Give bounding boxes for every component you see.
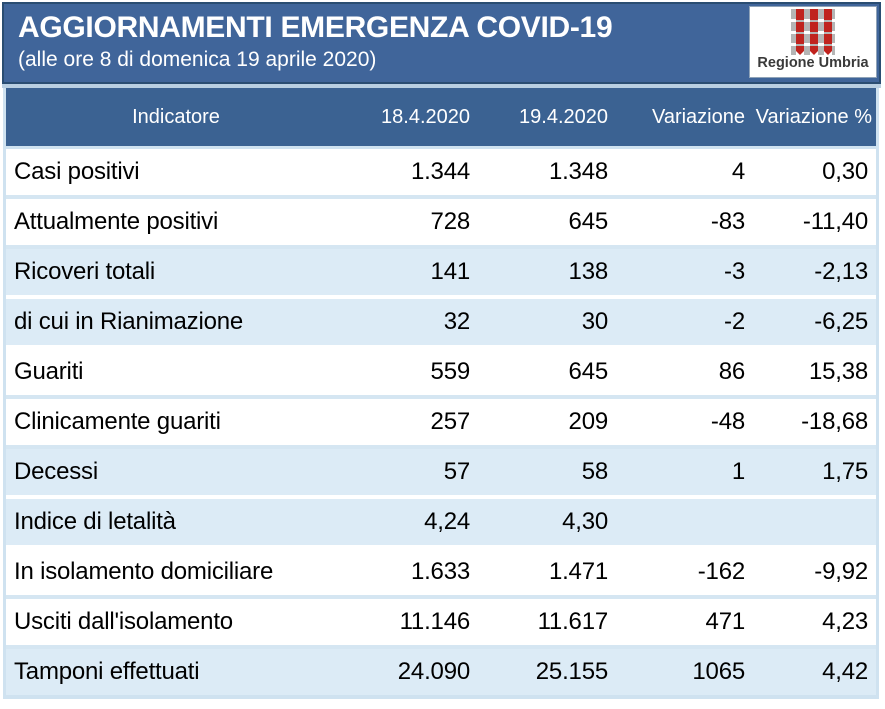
value-19-4-2020: 4,30	[562, 508, 608, 535]
value-variazione: -83	[710, 208, 745, 235]
value-variazione-pct: 4,23	[822, 608, 868, 635]
indicator-label: Clinicamente guariti	[14, 408, 221, 435]
header-divider	[2, 84, 881, 88]
indicator-label: Guariti	[14, 358, 84, 385]
value-variazione-pct: -11,40	[802, 208, 868, 235]
value-19-4-2020: 30	[581, 308, 608, 335]
value-variazione-pct: -6,25	[814, 308, 868, 335]
value-18-4-2020: 57	[443, 458, 470, 485]
column-header-variazione: Variazione	[651, 105, 745, 128]
value-variazione-pct: -18,68	[801, 408, 868, 435]
value-18-4-2020: 11.146	[399, 608, 471, 635]
value-19-4-2020: 645	[568, 208, 609, 235]
value-variazione-pct: 0,30	[822, 158, 868, 185]
table-row: Ricoveri totali 141 138 -3 -2,13	[6, 249, 876, 299]
value-variazione: -162	[697, 558, 745, 585]
value-18-4-2020: 141	[430, 258, 471, 285]
value-19-4-2020: 25.155	[535, 658, 608, 685]
value-variazione-pct: 1,75	[822, 458, 868, 485]
value-18-4-2020: 32	[443, 308, 470, 335]
indicator-label: Usciti dall'isolamento	[14, 608, 233, 635]
page-title: AGGIORNAMENTI EMERGENZA COVID-19	[18, 11, 613, 44]
indicator-label: di cui in Rianimazione	[14, 308, 244, 335]
value-19-4-2020: 645	[568, 358, 609, 385]
value-18-4-2020: 1.344	[410, 158, 470, 185]
table-row: Guariti 559 645 86 15,38	[6, 349, 876, 399]
column-header-indicatore: Indicatore	[132, 105, 220, 128]
table-row: Clinicamente guariti 257 209 -48 -18,68	[6, 399, 876, 449]
value-19-4-2020: 1.471	[548, 558, 608, 585]
value-variazione-pct: 15,38	[808, 358, 868, 385]
value-variazione-pct: -9,92	[814, 558, 868, 585]
value-18-4-2020: 4,24	[424, 508, 470, 535]
indicator-label: Tamponi effettuati	[14, 658, 200, 685]
value-18-4-2020: 24.090	[397, 658, 470, 685]
indicator-label: In isolamento domiciliare	[14, 558, 274, 585]
title-bar: AGGIORNAMENTI EMERGENZA COVID-19 (alle o…	[2, 2, 881, 84]
value-variazione: 4	[731, 158, 745, 185]
table-row: Indice di letalità 4,24 4,30	[6, 499, 876, 549]
table-row: Usciti dall'isolamento 11.146 11.617 471…	[6, 599, 876, 649]
regione-umbria-emblem-icon	[791, 9, 835, 55]
table-row: Casi positivi 1.344 1.348 4 0,30	[6, 149, 876, 199]
table-row: Decessi 57 58 1 1,75	[6, 449, 876, 499]
indicator-label: Indice di letalità	[14, 508, 176, 535]
value-18-4-2020: 1.633	[410, 558, 470, 585]
indicator-label: Attualmente positivi	[14, 208, 219, 235]
value-19-4-2020: 58	[581, 458, 608, 485]
value-18-4-2020: 559	[430, 358, 471, 385]
value-variazione: 1065	[692, 658, 745, 685]
column-header-18-4-2020: 18.4.2020	[381, 105, 470, 128]
value-variazione: 86	[718, 358, 745, 385]
value-19-4-2020: 209	[568, 408, 609, 435]
value-variazione: -2	[724, 308, 745, 335]
value-19-4-2020: 11.617	[537, 608, 609, 635]
table-row: di cui in Rianimazione 32 30 -2 -6,25	[6, 299, 876, 349]
value-variazione-pct: 4,42	[822, 658, 868, 685]
column-header-variazione-pct: Variazione %	[755, 105, 872, 128]
value-variazione-pct: -2,13	[814, 258, 868, 285]
column-header-19-4-2020: 19.4.2020	[519, 105, 608, 128]
page-subtitle: (alle ore 8 di domenica 19 aprile 2020)	[18, 48, 377, 71]
table-header-row: Indicatore 18.4.2020 19.4.2020 Variazion…	[6, 88, 876, 149]
value-18-4-2020: 257	[430, 408, 471, 435]
value-variazione: 1	[731, 458, 745, 485]
covid-data-table: Indicatore 18.4.2020 19.4.2020 Variazion…	[3, 88, 879, 699]
table-body: Casi positivi 1.344 1.348 4 0,30 Attualm…	[6, 149, 876, 699]
table-row: Tamponi effettuati 24.090 25.155 1065 4,…	[6, 649, 876, 699]
value-18-4-2020: 728	[430, 208, 471, 235]
value-19-4-2020: 138	[568, 258, 609, 285]
value-19-4-2020: 1.348	[548, 158, 608, 185]
value-variazione: -3	[724, 258, 745, 285]
value-variazione: -48	[710, 408, 745, 435]
indicator-label: Ricoveri totali	[14, 258, 156, 285]
table-row: Attualmente positivi 728 645 -83 -11,40	[6, 199, 876, 249]
regione-umbria-logo: Regione Umbria	[749, 6, 877, 78]
table-row: In isolamento domiciliare 1.633 1.471 -1…	[6, 549, 876, 599]
indicator-label: Decessi	[14, 458, 98, 485]
indicator-label: Casi positivi	[14, 158, 140, 185]
value-variazione: 471	[705, 608, 746, 635]
logo-label: Regione Umbria	[757, 55, 869, 71]
